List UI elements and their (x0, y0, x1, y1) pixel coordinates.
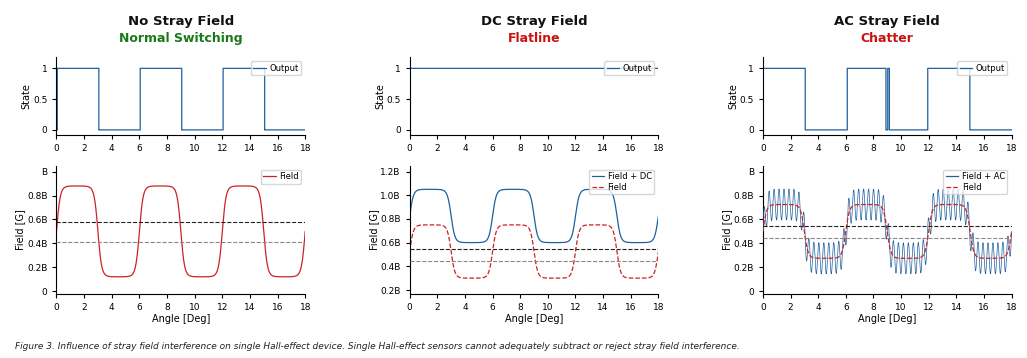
Field (424, 223, 436, 227)
Field (645, 275, 657, 279)
Field + DC (465, 241, 478, 245)
Field (633, 276, 645, 280)
Field + AC (938, 189, 950, 193)
Text: AC Stray Field: AC Stray Field (834, 15, 940, 28)
Field + AC (984, 272, 996, 276)
Field + AC (777, 187, 790, 191)
X-axis label: Angle [Deg]: Angle [Deg] (505, 314, 563, 324)
Field (404, 250, 416, 254)
Field (777, 202, 790, 207)
Legend: Output: Output (251, 62, 301, 76)
Legend: Field: Field (261, 170, 301, 184)
Field (864, 202, 876, 207)
Field + DC (508, 187, 521, 192)
Line: Field + DC: Field + DC (410, 189, 658, 243)
Legend: Output: Output (957, 62, 1007, 76)
Text: Figure 3. Influence of stray field interference on single Hall-effect device. Si: Figure 3. Influence of stray field inter… (15, 342, 740, 351)
Field (757, 229, 769, 233)
Text: Normal Switching: Normal Switching (119, 32, 242, 45)
Y-axis label: Field [G]: Field [G] (722, 209, 732, 250)
Text: DC Stray Field: DC Stray Field (481, 15, 587, 28)
Field + AC (864, 195, 876, 199)
X-axis label: Angle [Deg]: Angle [Deg] (152, 314, 211, 324)
Field + DC (652, 214, 664, 218)
Field (510, 223, 523, 227)
Field + DC (522, 189, 534, 194)
Field + AC (875, 220, 887, 224)
Legend: Field + AC, Field: Field + AC, Field (944, 170, 1007, 194)
Field (938, 202, 950, 207)
Field (522, 225, 534, 229)
Field (862, 202, 874, 207)
Y-axis label: State: State (375, 83, 385, 109)
Field (986, 256, 998, 260)
Field (998, 255, 1011, 259)
Field + DC (633, 241, 645, 245)
Field (1005, 229, 1018, 233)
Legend: Field + DC, Field: Field + DC, Field (589, 170, 654, 194)
X-axis label: Angle [Deg]: Angle [Deg] (858, 314, 916, 324)
Line: Field + AC: Field + AC (763, 189, 1012, 274)
Text: Chatter: Chatter (861, 32, 914, 45)
Field + AC (998, 254, 1011, 258)
Field (819, 256, 831, 260)
Field (508, 223, 521, 227)
Line: Field: Field (410, 225, 658, 278)
Field + AC (862, 200, 874, 205)
Field (652, 250, 664, 254)
Line: Field: Field (763, 204, 1012, 258)
Field + DC (510, 187, 523, 192)
Field + AC (1005, 229, 1018, 233)
Legend: Output: Output (604, 62, 654, 76)
Field + DC (404, 214, 416, 218)
Field (584, 223, 597, 227)
Y-axis label: State: State (728, 83, 738, 109)
Y-axis label: State: State (22, 83, 32, 109)
Y-axis label: Field [G]: Field [G] (369, 209, 379, 250)
Field (875, 205, 887, 209)
Field (465, 276, 478, 280)
Field + AC (986, 256, 998, 261)
Y-axis label: Field [G]: Field [G] (15, 209, 26, 250)
Text: Flatline: Flatline (507, 32, 561, 45)
Field + AC (757, 229, 769, 233)
Text: No Stray Field: No Stray Field (127, 15, 234, 28)
Field + DC (424, 187, 436, 192)
Field + DC (645, 240, 657, 244)
Field + DC (584, 187, 597, 192)
